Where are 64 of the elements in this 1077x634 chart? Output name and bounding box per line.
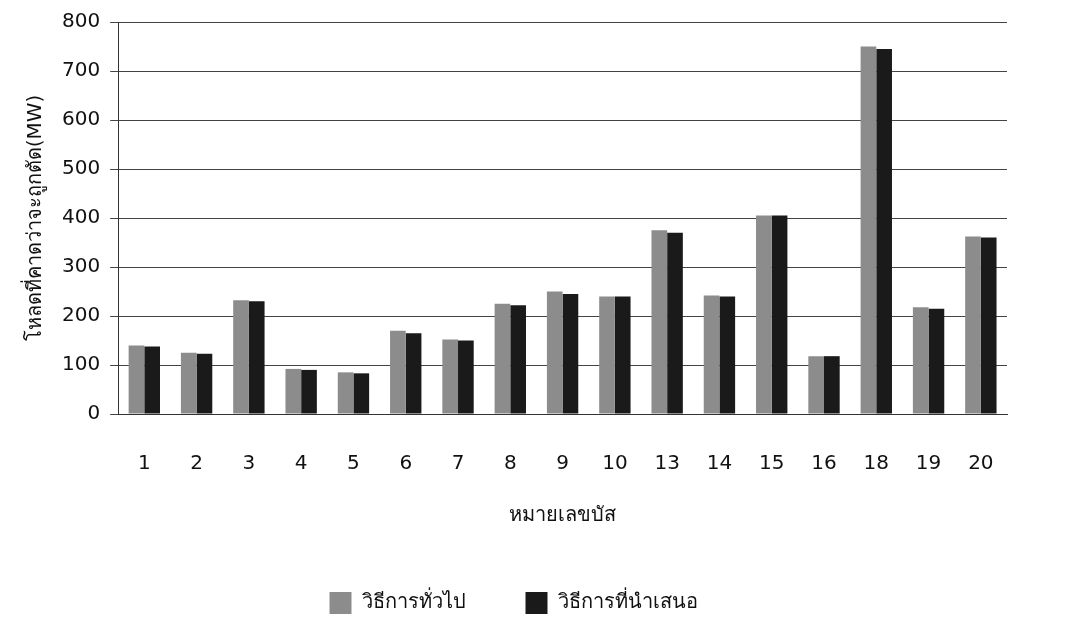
x-tick-label: 13 [654, 450, 680, 475]
x-tick-label: 5 [347, 450, 360, 475]
bar [405, 333, 422, 414]
y-tick-label: 0 [87, 400, 101, 425]
y-tick-label: 800 [61, 8, 101, 33]
bar [301, 369, 317, 414]
x-tick-label: 8 [503, 450, 517, 475]
bar [912, 307, 929, 414]
x-tick-label: 18 [863, 450, 890, 475]
bar [248, 301, 265, 414]
bar [824, 356, 840, 414]
x-tick-label: 1 [137, 450, 151, 475]
x-axis-title: หมายเลขบัส [509, 502, 617, 527]
bar [390, 330, 406, 414]
bar [980, 237, 997, 414]
x-tick-label: 14 [706, 450, 733, 475]
y-tick-label: 600 [61, 106, 101, 131]
bar [667, 232, 683, 414]
x-tick-label: 9 [556, 450, 569, 475]
legend-label: วิธีการทั่วไป [361, 587, 466, 614]
bar [546, 291, 563, 414]
y-tick-label: 700 [61, 57, 101, 82]
x-tick-label: 6 [399, 450, 413, 475]
bar [510, 305, 526, 414]
bar [128, 345, 145, 414]
x-tick-label: 7 [451, 450, 465, 475]
y-tick-label: 100 [61, 351, 101, 376]
y-tick-label: 500 [61, 155, 101, 180]
bar [614, 296, 631, 414]
bar [703, 295, 720, 414]
bar [808, 356, 825, 414]
bar [180, 352, 197, 414]
bar [494, 303, 511, 414]
bar [599, 296, 615, 414]
bar [285, 368, 302, 414]
x-tick-label: 15 [759, 450, 785, 475]
bar [860, 46, 877, 414]
y-tick-label: 200 [61, 302, 101, 327]
bar [196, 353, 213, 414]
bar [562, 293, 579, 414]
x-tick-label: 4 [294, 450, 308, 475]
y-axis-title: โหลดที่คาดว่าจะถูกตัด(MW) [20, 94, 48, 342]
bar [771, 215, 788, 414]
bar [144, 346, 160, 414]
bar [233, 300, 249, 414]
bar [876, 48, 892, 414]
x-tick-label: 16 [811, 450, 837, 475]
x-tick-label: 19 [915, 450, 942, 475]
legend-label: วิธีการที่นำเสนอ [557, 587, 698, 614]
bar [965, 236, 981, 414]
y-tick-label: 400 [61, 204, 101, 229]
bar [337, 372, 354, 414]
bar [353, 373, 370, 414]
bar [719, 296, 736, 414]
x-tick-label: 3 [242, 450, 256, 475]
bar [442, 339, 459, 414]
bar [458, 340, 474, 414]
bar [928, 308, 945, 414]
y-tick-label: 300 [61, 253, 101, 278]
x-tick-label: 20 [968, 450, 994, 475]
bar [651, 230, 668, 414]
bar [756, 215, 772, 414]
x-tick-label: 2 [190, 450, 203, 475]
x-tick-label: 10 [602, 450, 628, 475]
